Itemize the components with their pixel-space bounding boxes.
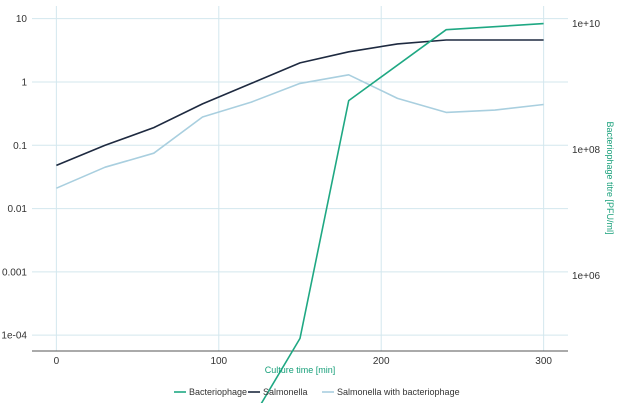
x-tick-label: 100 [210,356,227,367]
series-lines [56,22,544,403]
y-tick-label: 1e-04 [1,331,27,342]
x-tick-label: 200 [373,356,390,367]
series-line-bacteriophage [260,22,544,403]
y2-tick-label: 1e+06 [572,271,601,282]
legend-label: Salmonella [263,387,308,397]
tick-labels: 0 100 200 300 10 1 0.1 0.01 0.001 1e-04 1e+10 1e+08… [1,14,600,367]
y2-tick-label: 1e+08 [572,145,601,156]
x-tick-label: 0 [54,356,60,367]
x-tick-label: 300 [535,356,552,367]
legend-label: Salmonella with bacteriophage [337,387,460,397]
y-tick-label: 10 [16,14,28,25]
x-axis-title: Culture time [min] [265,365,336,375]
legend-label: Bacteriophage [189,387,247,397]
y2-axis-title: Bacteriophage titre [PFU/ml] [605,121,615,234]
y2-tick-label: 1e+10 [572,19,601,30]
y-tick-label: 1 [21,77,27,88]
y-tick-label: 0.01 [8,204,28,215]
grid-lines [32,6,568,351]
series-line-salmonella [56,39,544,167]
legend: Bacteriophage Salmonella Salmonella with b… [174,387,460,397]
y-tick-label: 0.001 [2,267,27,278]
y-tick-label: 0.1 [13,141,27,152]
series-line-salmonella-with-bacteriophage [56,74,544,189]
